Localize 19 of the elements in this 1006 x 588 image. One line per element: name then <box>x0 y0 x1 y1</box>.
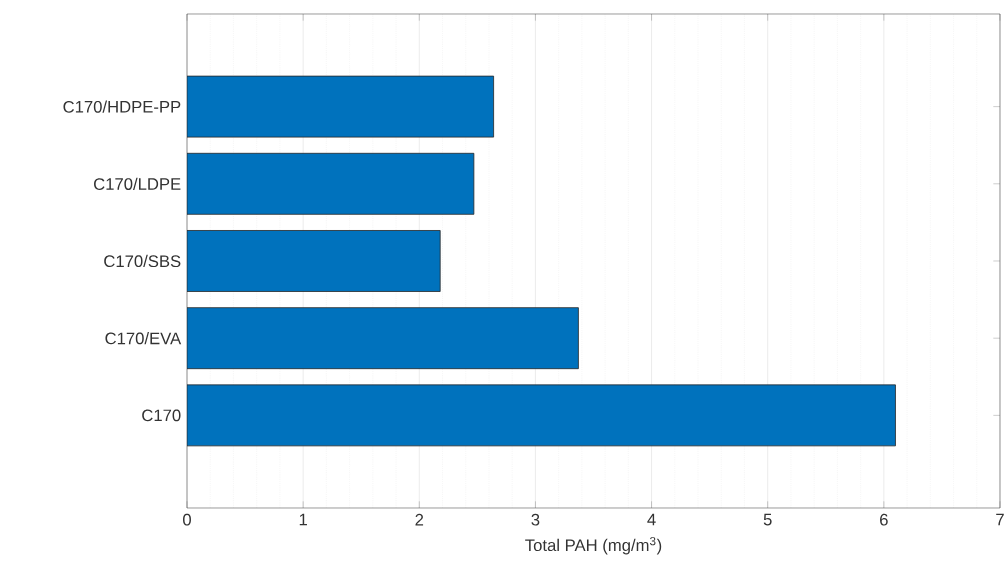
bar <box>187 75 495 138</box>
x-tick-label: 7 <box>996 513 1004 526</box>
bar <box>187 152 475 215</box>
y-tick-label: C170/LDPE <box>94 177 181 190</box>
x-tick-label: 4 <box>647 513 656 526</box>
y-tick-label: C170/EVA <box>105 332 182 345</box>
bar <box>187 307 579 370</box>
x-tick-label: 2 <box>415 513 424 526</box>
bar <box>187 384 896 447</box>
x-axis-title: Total PAH (mg/m$^{3}$) <box>525 536 662 555</box>
x-tick-label: 0 <box>183 513 191 526</box>
x-tick-label: 6 <box>880 513 888 526</box>
x-tick-label: 1 <box>299 513 307 526</box>
x-tick-label: 3 <box>531 513 540 526</box>
x-tick-label: 5 <box>763 513 772 526</box>
bar <box>187 230 441 292</box>
y-tick-label: C170/SBS <box>104 254 181 268</box>
y-tick-label: C170/HDPE-PP <box>63 100 181 113</box>
y-tick-label: C170 <box>142 409 181 422</box>
